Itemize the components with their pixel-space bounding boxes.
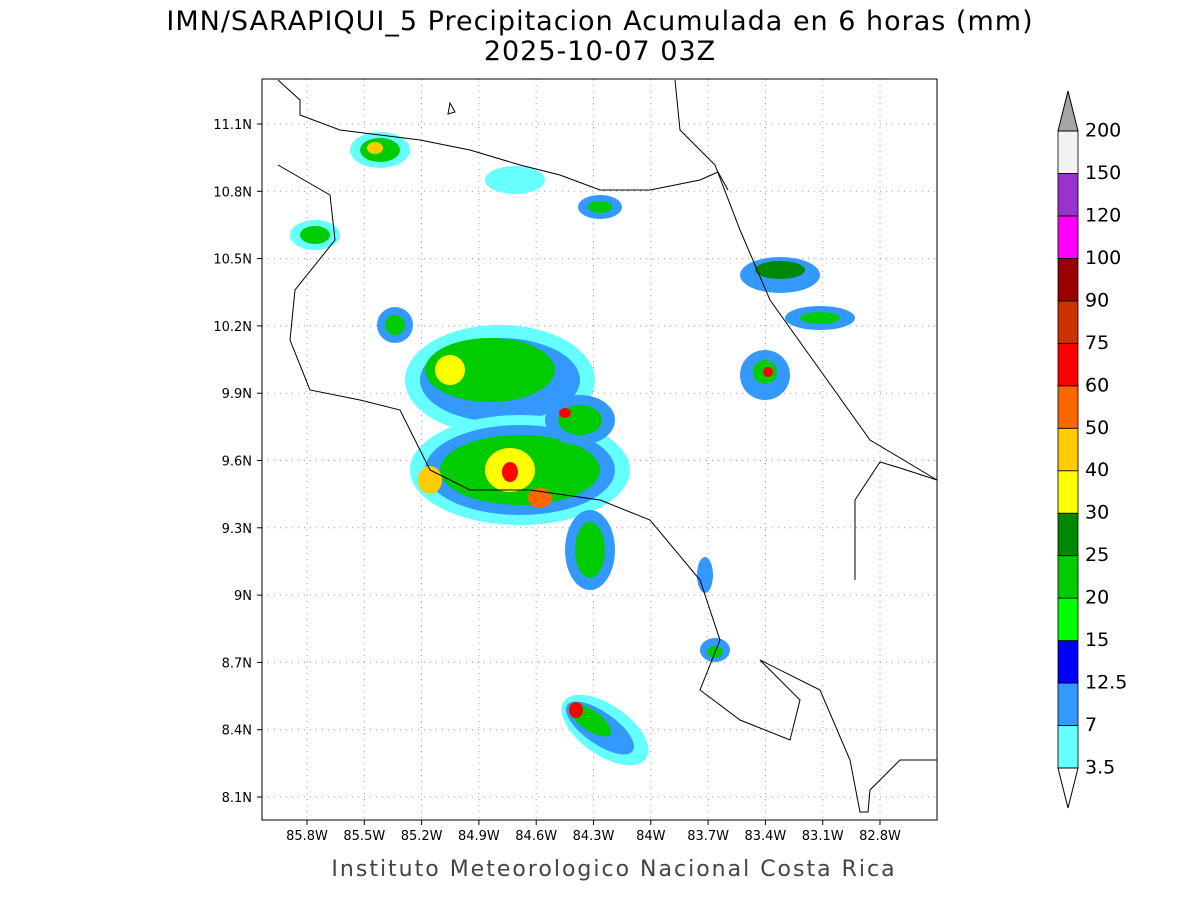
colorbar-swatch <box>1057 512 1079 557</box>
lon-label: 85.2W <box>401 829 443 844</box>
lat-label: 8.4N <box>222 724 252 739</box>
subtitle: 2025-10-07 03Z <box>484 36 716 67</box>
lon-label: 83.1W <box>802 829 844 844</box>
colorbar-label: 120 <box>1085 204 1121 226</box>
colorbar-label: 25 <box>1085 544 1109 566</box>
colorbar-label: 15 <box>1085 629 1109 651</box>
colorbar-swatch <box>1057 427 1079 472</box>
colorbar-label: 75 <box>1085 332 1109 354</box>
colorbar-swatch <box>1057 173 1079 217</box>
precipitation <box>290 132 855 766</box>
colorbar-label: 50 <box>1085 417 1109 439</box>
colorbar-label: 60 <box>1085 374 1109 396</box>
colorbar-swatch <box>1057 725 1079 769</box>
colorbar-swatch <box>1057 640 1079 684</box>
colorbar-label: 7 <box>1085 714 1097 736</box>
lat-label: 10.2N <box>213 320 252 335</box>
lon-label: 84W <box>636 829 666 844</box>
colorbar-label: 150 <box>1085 162 1121 184</box>
colorbar-swatch <box>1057 300 1079 344</box>
colorbar-label: 20 <box>1085 587 1109 609</box>
coastlines <box>277 79 938 813</box>
colorbar-swatch <box>1057 555 1079 599</box>
lon-label: 85.5W <box>343 829 385 844</box>
map: 11.1N 10.8N 10.5N 10.2N 9.9N 9.6N 9.3N 9N 8.7N 8.… <box>213 78 938 844</box>
colorbar-swatch <box>1057 682 1079 726</box>
lon-label: 84.3W <box>573 829 615 844</box>
colorbar-label: 200 <box>1085 120 1121 142</box>
colorbar-over <box>1057 90 1079 132</box>
colorbar-label: 90 <box>1085 289 1109 311</box>
colorbar-swatch <box>1057 257 1079 302</box>
colorbar-label: 30 <box>1085 502 1109 524</box>
colorbar-label: 3.5 <box>1085 757 1115 779</box>
lon-label: 85.8W <box>286 829 328 844</box>
lat-label: 9.9N <box>222 387 252 402</box>
lat-label: 10.5N <box>213 253 252 268</box>
colorbar-swatch <box>1057 130 1079 174</box>
lat-label: 10.8N <box>213 185 252 200</box>
lat-label: 9.6N <box>222 455 252 470</box>
lon-label: 83.4W <box>744 829 786 844</box>
colorbar-swatch <box>1057 342 1079 387</box>
lon-label: 83.7W <box>687 829 729 844</box>
title: IMN/SARAPIQUI_5 Precipitacion Acumulada … <box>166 6 1033 37</box>
lat-label: 11.1N <box>213 118 252 133</box>
lat-label: 9.3N <box>222 522 252 537</box>
colorbar-label: 12.5 <box>1085 672 1127 694</box>
colorbar-under <box>1057 767 1079 809</box>
lon-label: 82.8W <box>859 829 901 844</box>
lon-label: 84.6W <box>515 829 557 844</box>
colorbar: 3.5 7 12.5 15 20 25 30 40 50 60 75 90 100 120 150 200 <box>1057 90 1127 809</box>
colorbar-swatch <box>1057 597 1079 642</box>
colorbar-label: 40 <box>1085 459 1109 481</box>
lat-label: 8.1N <box>222 791 252 806</box>
colorbar-swatch <box>1057 215 1079 259</box>
colorbar-label: 100 <box>1085 247 1121 269</box>
map-frame <box>261 78 938 821</box>
colorbar-swatch <box>1057 385 1079 429</box>
lat-label: 9N <box>234 589 252 604</box>
lon-label: 84.9W <box>458 829 500 844</box>
colorbar-swatch <box>1057 470 1079 514</box>
footer: Instituto Meteorologico Nacional Costa R… <box>331 857 896 882</box>
lat-label: 8.7N <box>222 656 252 671</box>
